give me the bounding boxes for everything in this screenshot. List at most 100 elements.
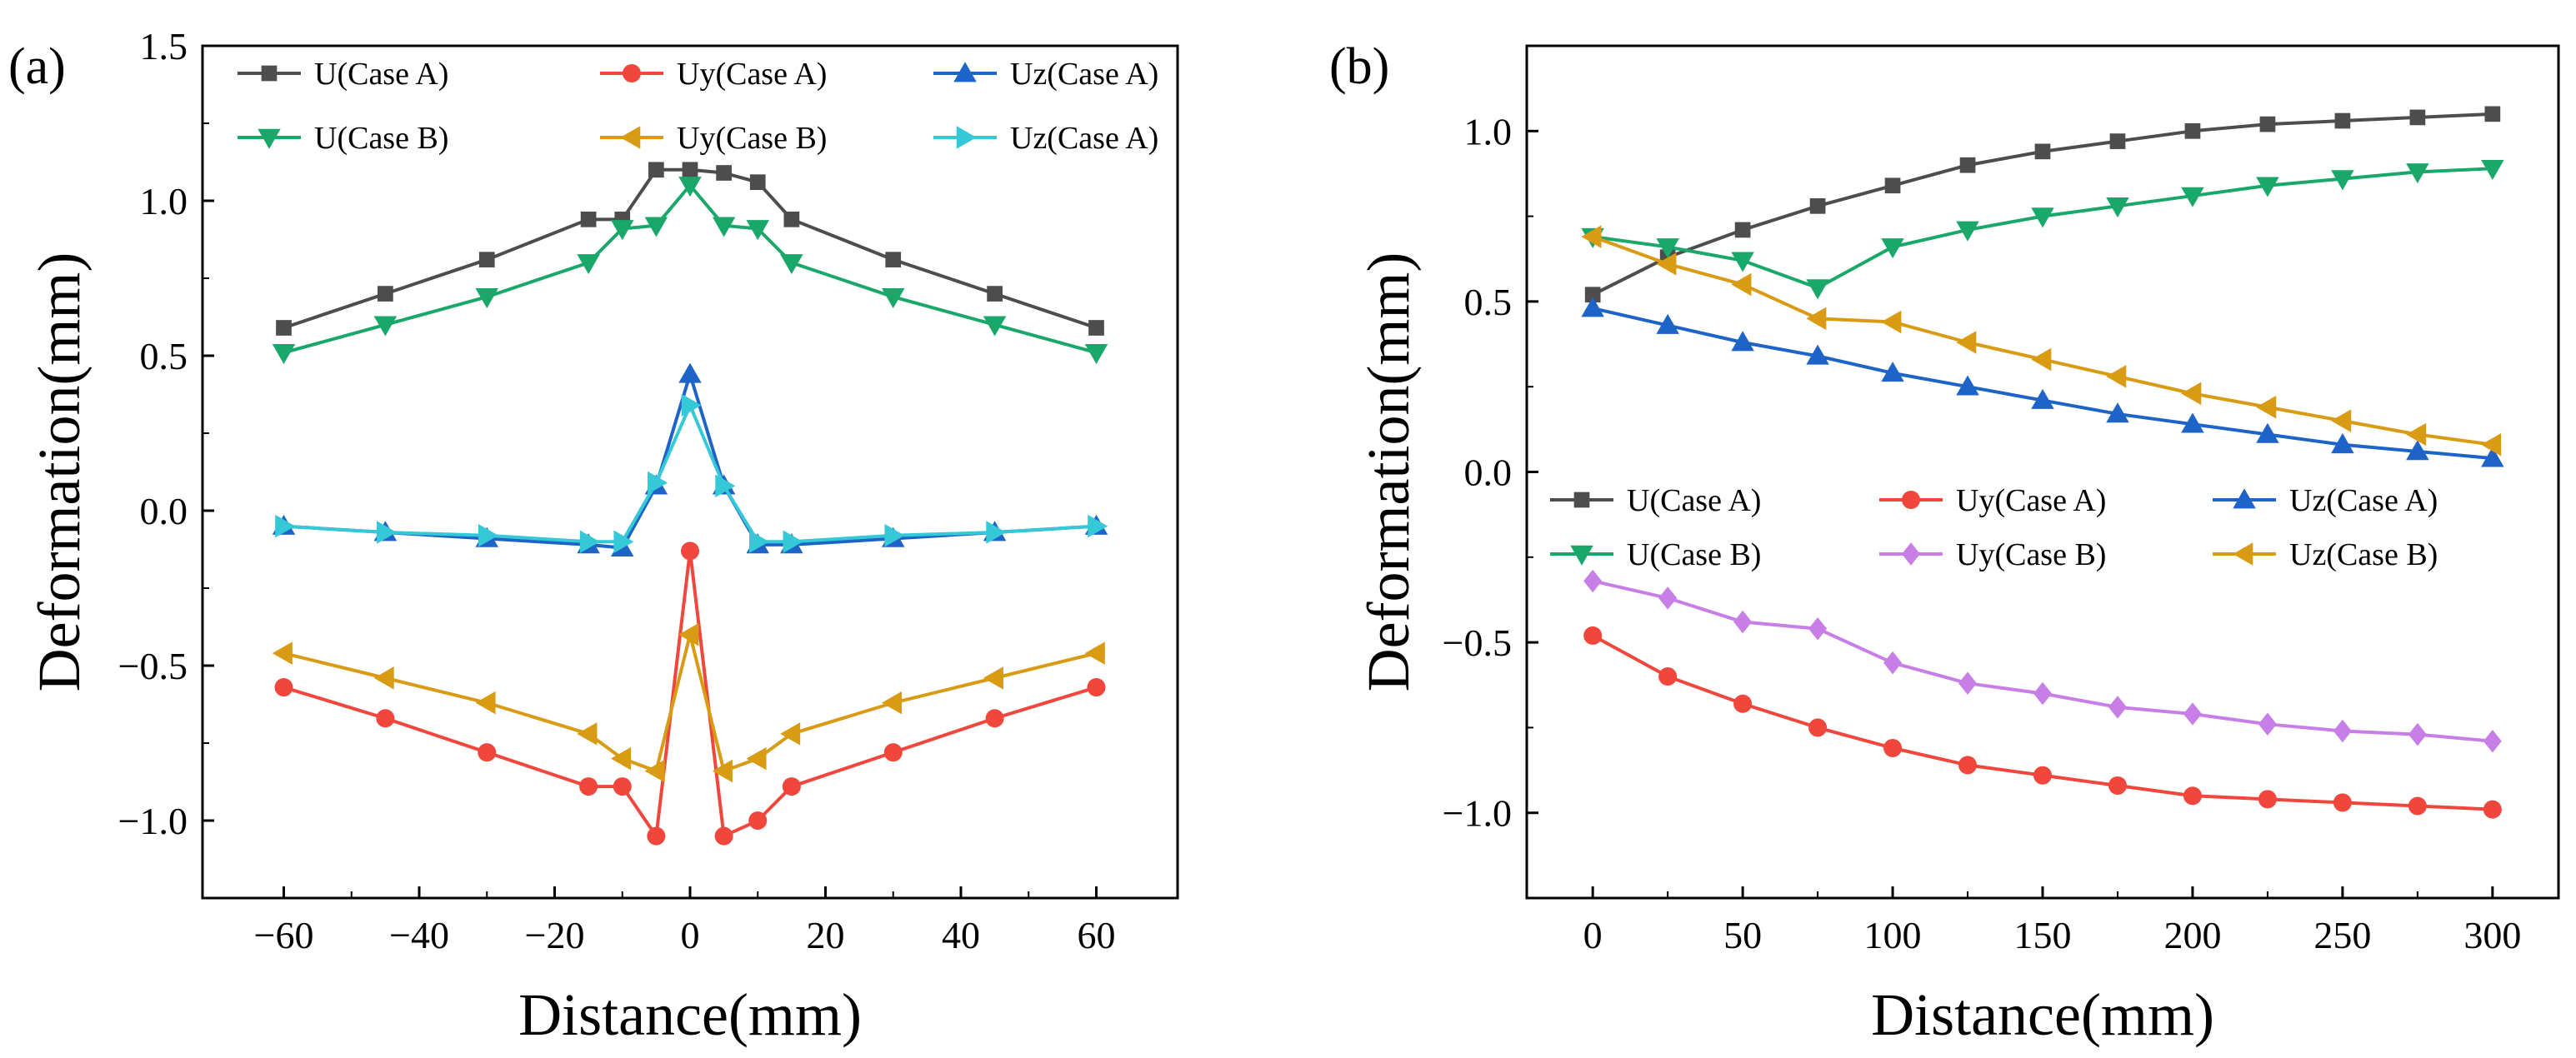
data-point xyxy=(1087,678,1106,697)
panel-label: (a) xyxy=(8,38,66,95)
data-point xyxy=(377,521,398,544)
data-point xyxy=(2331,170,2354,191)
data-point xyxy=(1656,252,1677,276)
series-line xyxy=(1592,112,2493,297)
data-point xyxy=(2256,396,2277,419)
data-point xyxy=(1656,313,1679,334)
x-tick-label: 200 xyxy=(2163,914,2221,956)
data-point xyxy=(579,530,600,553)
data-point xyxy=(611,746,632,771)
legend-label: Uy(Case A) xyxy=(1956,483,2106,518)
data-point xyxy=(1084,343,1108,365)
data-point xyxy=(611,220,634,241)
data-point xyxy=(1733,610,1753,634)
legend-swatch-marker xyxy=(258,128,281,149)
legend-label: U(Case B) xyxy=(1627,537,1761,572)
data-point xyxy=(2334,112,2351,129)
panel-b: 0 50 100 150 200 250 300 −1.0 −0.5 0.0 0.5 1.0 Dista… xyxy=(1329,38,2560,1048)
legend-swatch-marker xyxy=(953,62,977,82)
data-point xyxy=(274,678,293,697)
x-tick-label: 100 xyxy=(1864,914,1922,956)
data-point xyxy=(2333,719,2352,743)
data-point xyxy=(712,759,733,783)
data-point xyxy=(1808,616,1828,641)
data-point xyxy=(2258,790,2277,809)
data-point xyxy=(885,252,902,268)
data-point xyxy=(1734,222,1751,238)
data-point xyxy=(373,316,398,337)
data-point xyxy=(2031,347,2052,372)
data-point xyxy=(1881,310,1902,334)
data-point xyxy=(2256,177,2279,197)
data-point xyxy=(478,743,497,762)
data-point xyxy=(681,393,702,417)
data-point xyxy=(715,474,736,497)
data-point xyxy=(1658,586,1678,610)
data-point xyxy=(716,165,732,181)
data-point xyxy=(1881,238,1904,259)
data-point xyxy=(712,217,736,237)
y-tick-label: −1.0 xyxy=(118,800,188,842)
x-tick-label: 300 xyxy=(2463,914,2521,956)
data-point xyxy=(1088,514,1108,538)
legend-swatch-marker xyxy=(2233,488,2256,509)
data-point xyxy=(2183,702,2202,726)
data-point xyxy=(1956,375,1979,396)
data-point xyxy=(2181,382,2202,406)
data-point xyxy=(780,722,801,746)
data-point xyxy=(2181,187,2204,207)
legend-swatch-marker xyxy=(1902,491,1920,509)
data-point xyxy=(276,320,292,336)
data-point xyxy=(579,777,598,796)
series-line xyxy=(1592,167,2493,290)
data-point xyxy=(2184,122,2201,139)
data-point xyxy=(2109,133,2126,149)
data-point xyxy=(475,288,498,309)
data-point xyxy=(714,826,733,846)
legend-swatch-marker xyxy=(2233,542,2253,566)
x-tick-label: 50 xyxy=(1723,914,1762,956)
data-point xyxy=(648,471,668,495)
series-line xyxy=(283,183,1098,355)
data-point xyxy=(613,530,634,553)
data-point xyxy=(644,759,665,783)
data-point xyxy=(2333,793,2352,812)
data-point xyxy=(1581,297,1604,317)
data-point xyxy=(2106,365,2127,388)
data-point xyxy=(373,666,394,690)
legend-label: U(Case A) xyxy=(1627,483,1761,518)
data-point xyxy=(1808,718,1828,737)
series-u-case-a- xyxy=(276,162,1104,336)
data-point xyxy=(2108,776,2127,795)
x-tick-label: 250 xyxy=(2313,914,2371,956)
y-tick-label: −1.0 xyxy=(1443,792,1512,835)
series-line xyxy=(283,549,1098,838)
legend: U(Case A) Uy(Case A) Uz(Case A) U(Case B) Uy… xyxy=(238,57,1158,156)
data-point xyxy=(1583,569,1603,593)
data-point xyxy=(783,211,800,227)
y-tick-label: 1.0 xyxy=(1464,110,1513,152)
data-point xyxy=(983,666,1003,690)
data-point xyxy=(580,211,597,227)
data-point xyxy=(2481,447,2504,467)
x-tick-label: 20 xyxy=(807,914,845,956)
legend-swatch-marker xyxy=(620,126,641,149)
series-u-case-b- xyxy=(272,177,1108,365)
data-point xyxy=(2181,412,2204,433)
data-point xyxy=(1806,279,1829,300)
legend-label: Uz(Case B) xyxy=(2289,537,2438,572)
data-point xyxy=(2031,207,2054,228)
data-point xyxy=(1583,626,1603,645)
data-point xyxy=(678,177,702,197)
data-point xyxy=(475,691,496,715)
series-line xyxy=(283,403,1097,544)
data-point xyxy=(746,220,769,241)
data-point xyxy=(1884,177,1901,194)
legend-swatch-marker xyxy=(1573,492,1590,508)
data-point xyxy=(1881,362,1904,382)
data-point xyxy=(1883,738,1903,757)
data-point xyxy=(644,217,668,237)
data-point xyxy=(2106,197,2129,218)
panel-a: −60 −40 −20 0 20 40 60 −1.0 −0.5 0.0 0.5 1.0 1.5 Dist… xyxy=(8,25,1179,1048)
